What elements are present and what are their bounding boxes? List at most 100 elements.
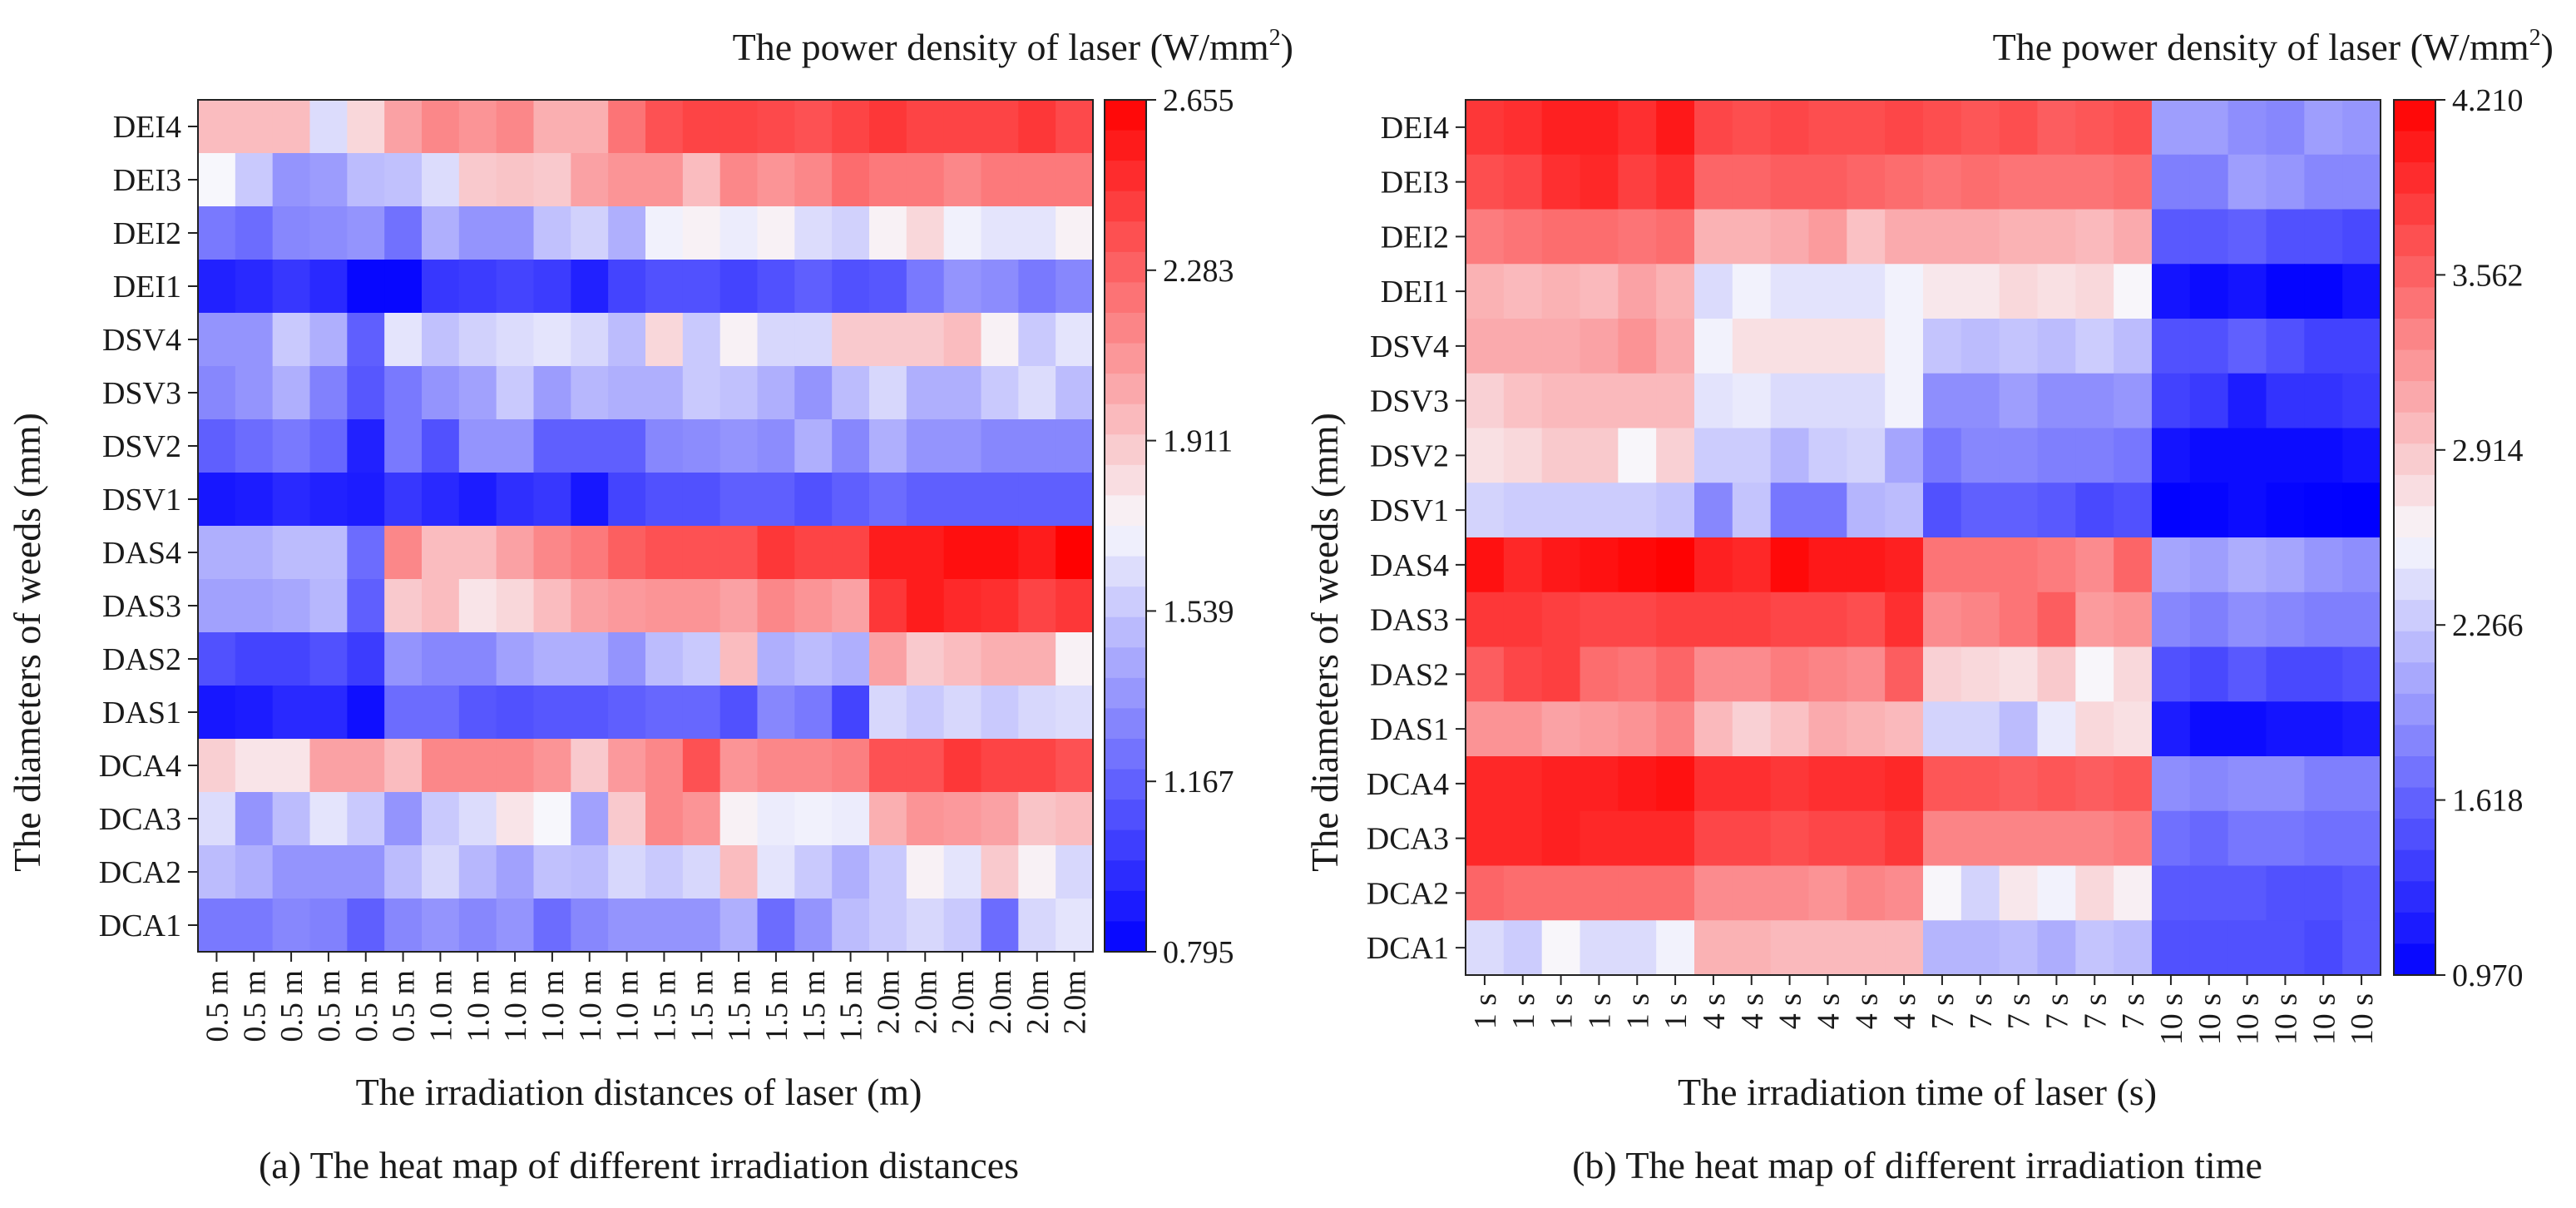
heatmap-cell (1808, 865, 1847, 921)
heatmap-cell (906, 579, 945, 633)
heatmap-cell (794, 526, 833, 580)
heatmap-cell (2189, 920, 2229, 976)
heatmap-cell (1885, 209, 1924, 265)
heatmap-cell (1694, 865, 1733, 921)
heatmap-cell (645, 206, 684, 260)
heatmap-cell (719, 473, 759, 527)
heatmap-cell (496, 473, 535, 527)
heatmap-cell (198, 366, 236, 420)
colorbar-tick-label: 2.266 (2452, 608, 2524, 643)
heatmap-cell (2189, 428, 2229, 483)
heatmap-cell (1732, 100, 1772, 156)
heatmap-cell (384, 419, 423, 473)
heatmap-cell (1503, 373, 1543, 429)
heatmap-cell (384, 845, 423, 899)
heatmap-cell (384, 313, 423, 367)
heatmap-cell (608, 473, 646, 527)
panel-a-caption: (a) The heat map of different irradiatio… (259, 1144, 1019, 1186)
heatmap-cell (2037, 646, 2076, 702)
heatmap-cell (2189, 537, 2229, 593)
x-tick-label: 4 s (1735, 993, 1770, 1029)
y-tick-label: DAS3 (102, 589, 181, 624)
heatmap-cell (198, 845, 236, 899)
heatmap-cell (608, 686, 646, 740)
heatmap-cell (533, 686, 571, 740)
colorbar-step (1105, 739, 1146, 770)
heatmap-cell (794, 313, 833, 367)
heatmap-cell (1018, 100, 1056, 154)
x-tick-label: 7 s (2040, 993, 2074, 1029)
heatmap-cell (832, 366, 870, 420)
heatmap-cell (943, 153, 982, 207)
heatmap-cell (571, 632, 609, 686)
heatmap-cell (1018, 686, 1056, 740)
colorbar-step (1105, 221, 1146, 253)
heatmap-cell (2342, 319, 2381, 374)
heatmap-cell (2114, 154, 2153, 210)
heatmap-cell (571, 579, 609, 633)
heatmap-cell (1999, 810, 2039, 867)
heatmap-cell (1541, 373, 1581, 429)
heatmap-cell (1618, 810, 1657, 867)
panel-b-y-tick-labels: DEI4 DEI3 DEI2 DEI1 DSV4 DSV3 DSV2 DSV1 DAS4 DAS3… (1367, 111, 1466, 966)
heatmap-cell (2227, 428, 2267, 483)
heatmap-cell (2075, 592, 2114, 648)
heatmap-cell (1018, 366, 1056, 420)
heatmap-cell (981, 792, 1019, 846)
x-tick-label: 1 s (1545, 993, 1580, 1029)
colorbar-step (1105, 860, 1146, 892)
heatmap-cell (2342, 701, 2381, 757)
colorbar-step (2394, 849, 2435, 882)
x-tick-label: 10 s (2231, 993, 2266, 1045)
heatmap-cell (2266, 920, 2305, 976)
heatmap-cell (682, 419, 721, 473)
heatmap-cell (422, 206, 460, 260)
heatmap-cell (608, 206, 646, 260)
heatmap-cell (2342, 920, 2381, 976)
heatmap-cell (533, 632, 571, 686)
colorbar-step (2394, 100, 2435, 132)
heatmap-cell (832, 260, 870, 314)
heatmap-cell (1656, 865, 1695, 921)
x-tick-label: 4 s (1697, 993, 1732, 1029)
heatmap-cell (943, 632, 982, 686)
heatmap-cell (198, 739, 236, 793)
heatmap-cell (794, 473, 833, 527)
heatmap-cell (1847, 592, 1886, 648)
heatmap-cell (1503, 865, 1543, 921)
heatmap-cell (2075, 810, 2114, 867)
heatmap-cell (496, 632, 535, 686)
heatmap-cell (2152, 319, 2191, 374)
heatmap-cell (1656, 701, 1695, 757)
x-tick-label: 0.5 m (387, 970, 422, 1042)
heatmap-cell (1694, 701, 1733, 757)
x-tick-label: 1.0 m (423, 970, 458, 1042)
heatmap-cell (832, 792, 870, 846)
heatmap-cell (347, 845, 385, 899)
heatmap-cell (645, 153, 684, 207)
heatmap-cell (2304, 373, 2343, 429)
heatmap-cell (757, 100, 795, 154)
heatmap-cell (2342, 537, 2381, 593)
heatmap-cell (2227, 373, 2267, 429)
heatmap-cell (571, 153, 609, 207)
heatmap-cell (1466, 810, 1505, 867)
x-tick-label: 7 s (2078, 993, 2113, 1029)
heatmap-cell (1808, 483, 1847, 538)
y-tick-label: DCA3 (99, 802, 181, 837)
heatmap-cell (1770, 483, 1810, 538)
heatmap-cell (757, 206, 795, 260)
heatmap-cell (757, 686, 795, 740)
heatmap-cell (1466, 483, 1505, 538)
heatmap-cell (1999, 154, 2039, 210)
heatmap-cell (1732, 154, 1772, 210)
heatmap-cell (1999, 756, 2039, 812)
heatmap-cell (869, 100, 907, 154)
panel-b-colorbar-ticks: 4.210 3.562 2.914 2.266 1.618 0.970 (2435, 83, 2524, 993)
heatmap-cell (272, 739, 311, 793)
heatmap-cell (1656, 154, 1695, 210)
x-tick-label: 1.0 m (461, 970, 496, 1042)
heatmap-cell (347, 739, 385, 793)
heatmap-cell (309, 845, 348, 899)
